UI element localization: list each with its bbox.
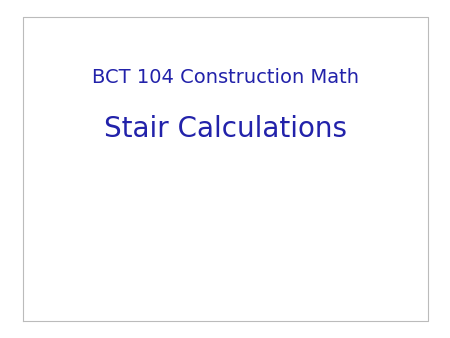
Text: BCT 104 Construction Math: BCT 104 Construction Math — [91, 68, 359, 87]
Text: Stair Calculations: Stair Calculations — [104, 116, 346, 143]
